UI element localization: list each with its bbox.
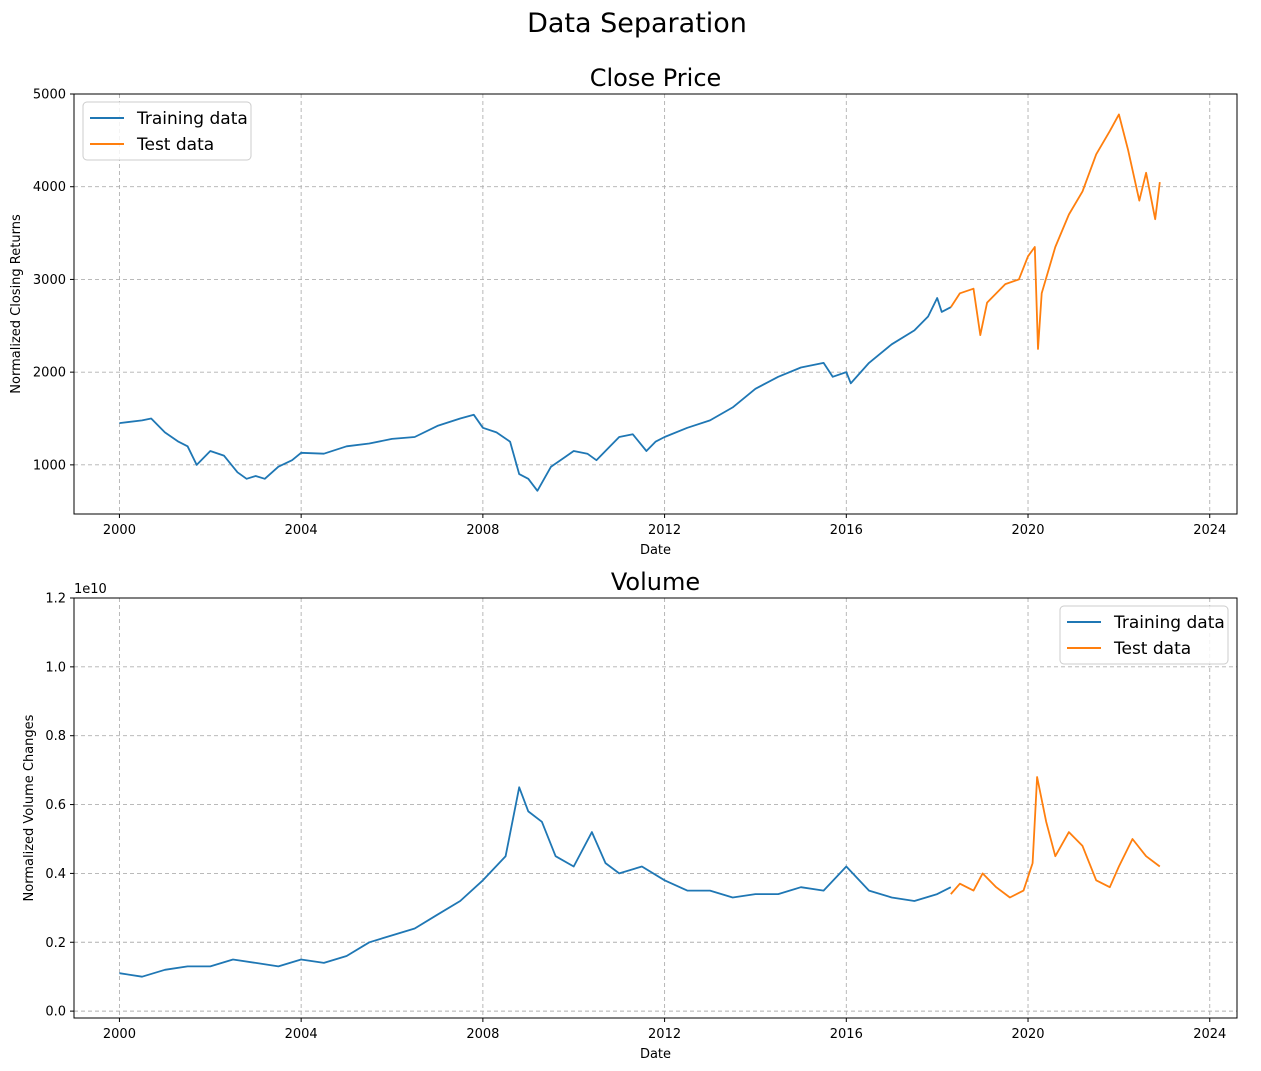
legend-training-label: Training data (1113, 613, 1225, 633)
axes-title: Close Price (590, 64, 722, 92)
x-tick-label: 2016 (830, 523, 863, 538)
y-tick-label: 4000 (33, 180, 66, 195)
y-scale-offset-label: 1e10 (74, 582, 107, 597)
y-axis-label: Normalized Closing Returns (9, 214, 24, 394)
axes-frame (73, 93, 1238, 515)
y-axis-label: Normalized Volume Changes (22, 714, 37, 901)
x-tick-label: 2020 (1011, 523, 1044, 538)
y-tick-label: 5000 (33, 88, 66, 103)
volume-chart: 2000 2004 2008 2012 2016 2020 2024 0.0 0.2 0.4 0.6… (22, 568, 1238, 1062)
y-tick-label: 0.8 (45, 729, 66, 744)
figure-suptitle: Data Separation (527, 8, 747, 39)
y-tick-label: 0.6 (45, 798, 66, 813)
test-data-line (950, 113, 1161, 350)
close-price-chart: 2000 2004 2008 2012 2016 2020 2024 1000 2000 3000… (9, 64, 1238, 558)
y-tick-label: 1.0 (45, 660, 66, 675)
y-tick-label: 3000 (33, 273, 66, 288)
x-axis-label: Date (640, 1047, 671, 1062)
x-axis-label: Date (640, 543, 671, 558)
x-tick-label: 2008 (466, 1027, 499, 1042)
x-tick-label: 2024 (1193, 523, 1226, 538)
legend: Training data Test data (82, 101, 252, 161)
legend-test-label: Test data (1113, 639, 1191, 659)
x-tick-label: 2024 (1193, 1027, 1226, 1042)
axes-title: Volume (611, 568, 700, 596)
x-tick-label: 2008 (466, 523, 499, 538)
y-tick-label: 0.2 (45, 936, 66, 951)
training-data-line (119, 786, 952, 978)
x-tick-label: 2000 (103, 1027, 136, 1042)
y-tick-label: 1.2 (45, 592, 66, 607)
x-tick-label: 2016 (830, 1027, 863, 1042)
y-tick-label: 2000 (33, 366, 66, 381)
x-tick-label: 2000 (103, 523, 136, 538)
x-tick-label: 2004 (285, 523, 318, 538)
training-data-line (119, 297, 952, 492)
legend-box (82, 101, 252, 161)
y-tick-label: 1000 (33, 458, 66, 473)
y-tick-label: 0.0 (45, 1005, 66, 1020)
x-tick-label: 2012 (648, 1027, 681, 1042)
y-tick-label: 0.4 (45, 867, 66, 882)
x-tick-label: 2012 (648, 523, 681, 538)
legend-training-label: Training data (136, 109, 248, 129)
legend-test-label: Test data (136, 135, 214, 155)
test-data-line (950, 776, 1161, 899)
legend: Training data Test data (1059, 605, 1229, 665)
axes-frame (73, 597, 1238, 1019)
legend-box (1059, 605, 1229, 665)
x-tick-label: 2004 (285, 1027, 318, 1042)
x-tick-label: 2020 (1011, 1027, 1044, 1042)
